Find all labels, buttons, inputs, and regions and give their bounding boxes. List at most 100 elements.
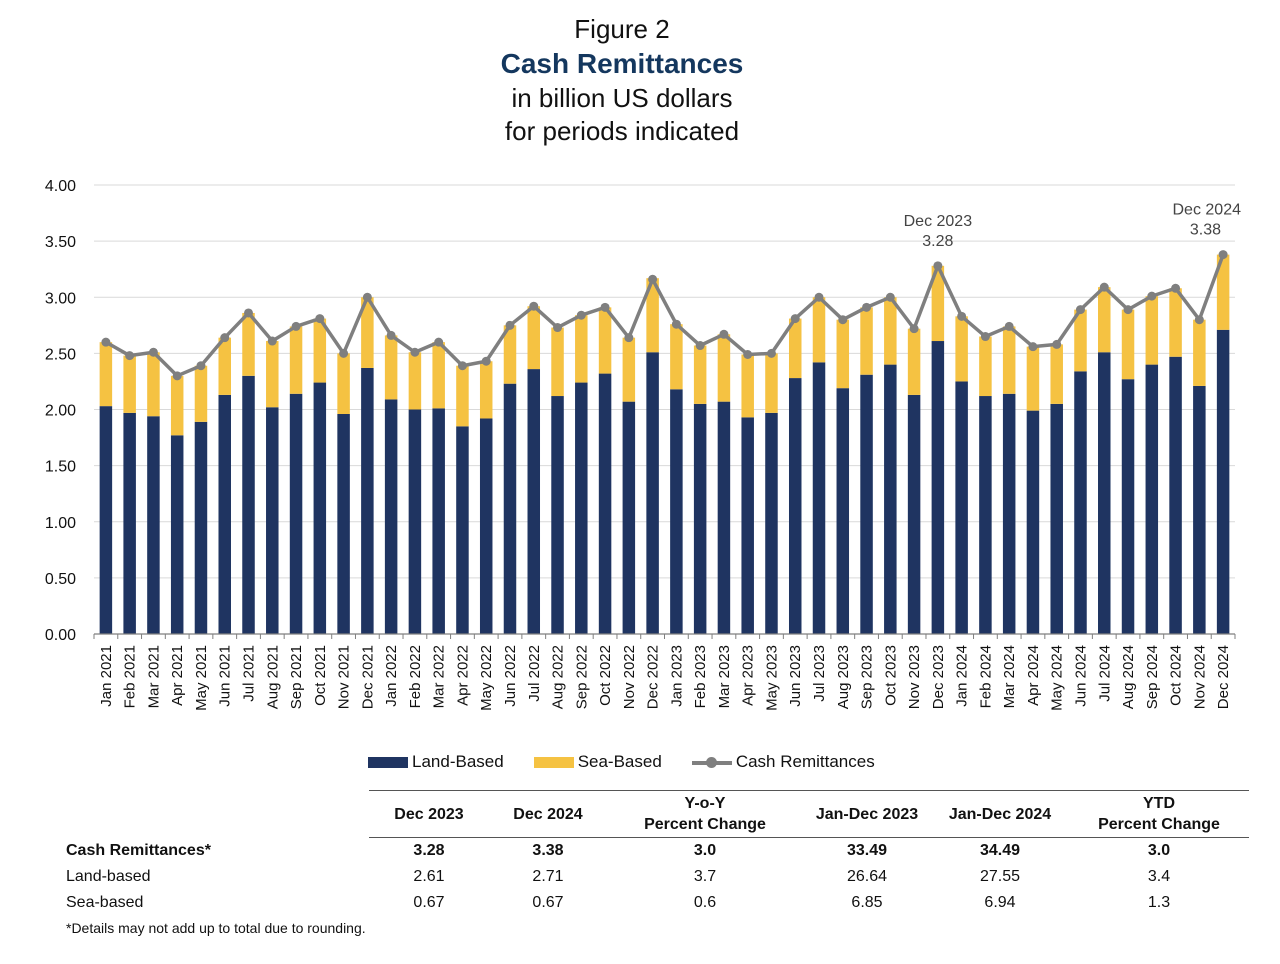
bar-sea-based [503, 325, 517, 384]
bar-sea-based [551, 327, 564, 397]
x-tick-label: Jul 2022 [526, 645, 543, 702]
point-cash-remittances [101, 337, 111, 347]
point-cash-remittances [434, 337, 444, 347]
bar-sea-based [1216, 254, 1230, 330]
bar-land-based [123, 412, 136, 634]
x-tick-label: Apr 2024 [1025, 645, 1042, 706]
point-cash-remittances [457, 361, 467, 371]
header-yoy: Y-o-Y Percent Change [607, 790, 803, 838]
chart-subtitle-line2: for periods indicated [504, 116, 740, 146]
x-tick-label: May 2021 [193, 645, 210, 711]
point-cash-remittances [1194, 315, 1204, 325]
bar-land-based [598, 373, 612, 634]
legend-swatch-sea [533, 756, 574, 768]
bar-land-based [812, 362, 826, 634]
x-tick-label: Dec 2022 [645, 645, 662, 709]
bar-land-based [147, 416, 160, 634]
x-tick-label: Sep 2023 [859, 645, 876, 709]
bar-sea-based [622, 337, 636, 402]
point-cash-remittances [695, 341, 705, 351]
bar-sea-based [147, 352, 160, 417]
point-cash-remittances [1099, 282, 1109, 292]
cell-dec2023: 0.67 [413, 894, 445, 911]
point-cash-remittances [339, 348, 349, 358]
bar-land-based [622, 401, 636, 634]
x-tick-label: Sep 2024 [1144, 645, 1161, 709]
bar-land-based [836, 388, 850, 634]
bar-land-based [1098, 352, 1111, 634]
bar-land-based [1026, 410, 1040, 634]
bar-land-based [670, 389, 683, 634]
bar-sea-based [123, 355, 136, 413]
chart-subtitle-line1: in billion US dollars [511, 83, 733, 113]
bar-land-based [931, 341, 945, 634]
bar-land-based [170, 435, 184, 634]
bar-sea-based [194, 365, 208, 422]
bar-land-based [646, 352, 659, 634]
chart-titles: Figure 2 Cash Remittances in billion US … [0, 12, 1244, 148]
bar-land-based [313, 382, 327, 634]
cell-yoy: 3.7 [693, 868, 717, 885]
bar-sea-based [741, 354, 754, 418]
bar-land-based [194, 421, 208, 634]
table-row: Sea-based 0.67 0.67 0.6 6.85 6.94 1.3 [62, 890, 1249, 916]
bar-land-based [218, 394, 231, 634]
cell-dec2024: 0.67 [532, 894, 564, 911]
header-jan-dec-2023: Jan-Dec 2023 [803, 790, 931, 838]
cell-dec2023: 2.61 [413, 868, 445, 885]
x-tick-label: Apr 2023 [740, 645, 757, 706]
annotation-value: 3.28 [922, 233, 953, 250]
point-cash-remittances [1004, 321, 1014, 331]
y-tick-label: 3.00 [45, 290, 76, 307]
x-tick-label: Aug 2022 [550, 645, 567, 709]
x-tick-label: Jul 2021 [241, 645, 258, 702]
bar-sea-based [765, 353, 778, 413]
bar-sea-based [717, 334, 731, 402]
point-cash-remittances [671, 319, 681, 329]
bar-sea-based [313, 318, 327, 383]
footnote: *Details may not add up to total due to … [66, 920, 366, 936]
legend-item-land: Land-Based [368, 752, 504, 772]
bar-land-based [337, 413, 350, 634]
bar-sea-based [242, 312, 255, 376]
bar-land-based [551, 396, 564, 634]
row-label: Sea-based [66, 894, 144, 911]
header-ytd-line2: Percent Change [1098, 816, 1220, 833]
header-yoy-line1: Y-o-Y [684, 795, 726, 812]
bar-land-based [884, 364, 897, 634]
point-cash-remittances [386, 330, 396, 340]
x-tick-label: Jan 2023 [668, 645, 685, 707]
bar-land-based [1050, 403, 1063, 634]
bar-land-based [1169, 356, 1182, 634]
y-tick-label: 1.50 [45, 459, 76, 476]
x-tick-label: Jun 2023 [787, 645, 804, 707]
x-tick-label: May 2022 [478, 645, 495, 711]
cell-jan-dec-2023: 6.85 [851, 894, 883, 911]
x-tick-label: Jan 2024 [954, 645, 971, 707]
bar-sea-based [955, 316, 968, 382]
y-tick-label: 3.50 [45, 234, 76, 251]
bar-sea-based [1002, 326, 1016, 394]
point-cash-remittances [553, 323, 563, 333]
y-tick-label: 2.50 [45, 346, 76, 363]
bar-sea-based [1050, 344, 1063, 404]
header-dec2023: Dec 2023 [369, 790, 489, 838]
legend-swatch-land [368, 756, 408, 768]
bar-sea-based [670, 324, 683, 390]
row-label: Land-based [66, 868, 151, 885]
chart-legend: Land-Based Sea-Based Cash Remittances [368, 750, 905, 774]
bar-land-based [693, 403, 707, 634]
bar-sea-based [860, 307, 873, 375]
legend-label-sea: Sea-Based [577, 752, 662, 771]
point-cash-remittances [600, 302, 610, 312]
x-tick-label: May 2023 [763, 645, 780, 711]
x-tick-label: Apr 2022 [454, 645, 471, 706]
x-tick-label: Feb 2021 [122, 645, 139, 708]
annotation-value: 3.38 [1190, 222, 1221, 239]
point-cash-remittances [505, 320, 515, 330]
point-cash-remittances [196, 361, 206, 371]
point-cash-remittances [838, 315, 848, 325]
bar-sea-based [979, 336, 992, 397]
bar-land-based [1216, 329, 1230, 634]
bar-sea-based [1169, 288, 1182, 357]
